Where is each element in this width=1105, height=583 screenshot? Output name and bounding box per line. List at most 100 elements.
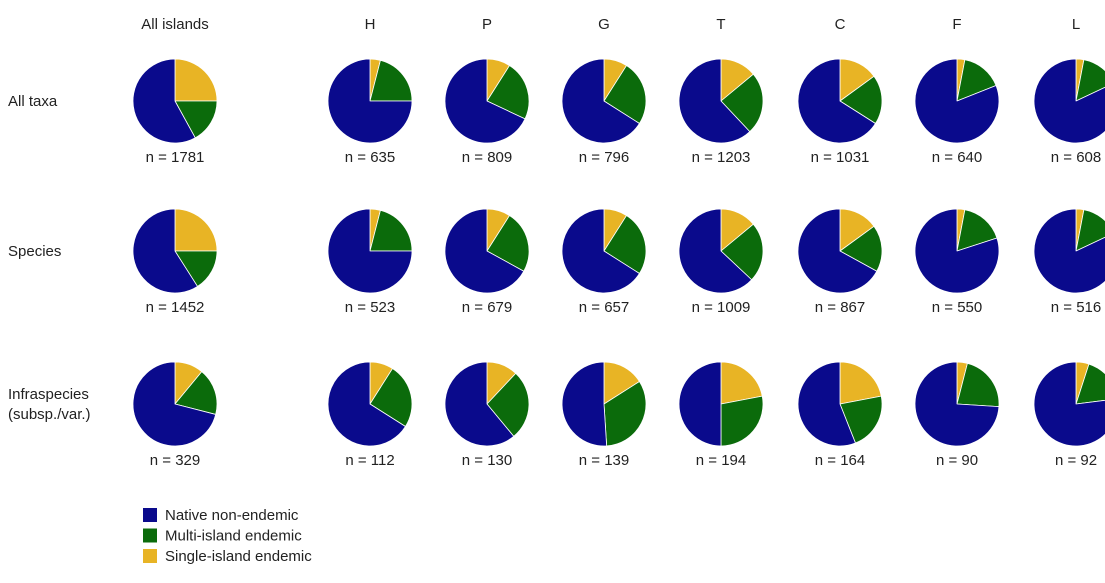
pie-slice-multi-island-endemic	[369, 59, 413, 102]
legend-swatch-native-non-endemic	[143, 508, 157, 522]
pie-slice-single-island-endemic	[720, 361, 763, 405]
column-header-6: C	[835, 16, 846, 33]
pie-slice-multi-island-endemic	[839, 75, 883, 124]
pie-slice-native-non-endemic	[1033, 58, 1105, 144]
column-header-2: H	[365, 16, 376, 33]
pie-slice-native-non-endemic	[132, 58, 196, 144]
pie-slice-native-non-endemic	[914, 361, 1000, 447]
pie-slice-native-non-endemic	[1033, 361, 1105, 447]
n-label-r3-c6: n = 164	[815, 452, 865, 469]
n-label-r3-c3: n = 130	[462, 452, 512, 469]
pie-r1-c8	[1033, 58, 1105, 144]
n-label-r2-c1: n = 1452	[146, 299, 205, 316]
column-header-7: F	[952, 16, 961, 33]
pie-grid	[132, 58, 1105, 447]
column-header-8: L	[1072, 16, 1080, 33]
pie-r2-c7	[914, 208, 1000, 294]
pie-slice-native-non-endemic	[132, 361, 217, 447]
pie-slice-native-non-endemic	[561, 208, 640, 294]
pie-r3-c7	[914, 361, 1000, 447]
n-label-r2-c6: n = 867	[815, 299, 865, 316]
pie-slice-multi-island-endemic	[174, 371, 218, 415]
pie-slice-native-non-endemic	[327, 208, 413, 294]
pie-r1-c6	[797, 58, 883, 144]
n-label-r2-c5: n = 1009	[692, 299, 751, 316]
pie-r1-c4	[561, 58, 647, 144]
pie-r3-c8	[1033, 361, 1105, 447]
pie-r2-c8	[1033, 208, 1105, 294]
column-header-3: P	[482, 16, 492, 33]
pie-slice-multi-island-endemic	[369, 209, 413, 252]
pie-slice-native-non-endemic	[132, 208, 198, 294]
column-header-1: All islands	[141, 16, 209, 33]
row-headers: All taxa Species Infraspecies (subsp./var.)	[8, 93, 91, 423]
row-header-3-line-2: (subsp./var.)	[8, 406, 91, 423]
pie-slice-multi-island-endemic	[956, 362, 1000, 408]
pie-slice-native-non-endemic	[914, 208, 1000, 294]
pie-slice-multi-island-endemic	[174, 100, 218, 139]
pie-slice-multi-island-endemic	[603, 65, 647, 124]
pie-slice-multi-island-endemic	[720, 223, 764, 281]
pie-slice-native-non-endemic	[797, 208, 878, 294]
legend-label-native-non-endemic: Native non-endemic	[165, 507, 299, 524]
pie-r1-c3	[444, 58, 530, 144]
n-label-r2-c2: n = 523	[345, 299, 395, 316]
n-label-r3-c4: n = 139	[579, 452, 629, 469]
pie-r2-c1	[132, 208, 218, 294]
pie-r2-c2	[327, 208, 413, 294]
n-label-r1-c1: n = 1781	[146, 149, 205, 166]
pie-slice-multi-island-endemic	[369, 368, 413, 427]
row-header-2-line-1: Species	[8, 243, 61, 260]
pie-r1-c2	[327, 58, 413, 144]
pie-slice-native-non-endemic	[797, 58, 876, 144]
pie-slice-native-non-endemic	[678, 361, 722, 447]
pie-slice-multi-island-endemic	[720, 395, 764, 447]
legend-label-single-island-endemic: Single-island endemic	[165, 548, 312, 565]
pie-slice-native-non-endemic	[561, 58, 640, 144]
row-header-3-line-1: Infraspecies	[8, 386, 89, 403]
n-label-r3-c8: n = 92	[1055, 452, 1097, 469]
pie-r1-c1	[132, 58, 218, 144]
column-header-5: T	[716, 16, 725, 33]
n-label-r3-c5: n = 194	[696, 452, 746, 469]
n-label-r1-c3: n = 809	[462, 149, 512, 166]
pie-slice-native-non-endemic	[1033, 208, 1105, 294]
pie-r2-c5	[678, 208, 764, 294]
n-label-r1-c8: n = 608	[1051, 149, 1101, 166]
pie-r3-c6	[797, 361, 883, 447]
column-header-4: G	[598, 16, 610, 33]
pie-r3-c2	[327, 361, 413, 447]
pie-slice-multi-island-endemic	[603, 215, 647, 274]
n-label-r3-c1: n = 329	[150, 452, 200, 469]
pie-slice-native-non-endemic	[678, 58, 751, 144]
pie-slice-single-island-endemic	[839, 361, 882, 405]
legend-swatch-multi-island-endemic	[143, 528, 157, 543]
n-label-r1-c4: n = 796	[579, 149, 629, 166]
pie-slice-multi-island-endemic	[603, 381, 647, 447]
n-label-r1-c6: n = 1031	[811, 149, 870, 166]
pie-slice-native-non-endemic	[914, 58, 1000, 144]
n-label-r3-c2: n = 112	[345, 452, 394, 469]
legend-swatch-single-island-endemic	[143, 549, 157, 563]
pie-slice-native-non-endemic	[444, 361, 515, 447]
pie-slice-multi-island-endemic	[956, 209, 998, 252]
n-label-r1-c2: n = 635	[345, 149, 395, 166]
n-label-r1-c7: n = 640	[932, 149, 982, 166]
legend-label-multi-island-endemic: Multi-island endemic	[165, 528, 302, 545]
pie-slice-native-non-endemic	[678, 208, 753, 294]
n-label-r2-c7: n = 550	[932, 299, 982, 316]
pie-slice-multi-island-endemic	[839, 395, 883, 444]
pie-slice-single-island-endemic	[174, 208, 218, 252]
pie-slice-single-island-endemic	[174, 58, 218, 102]
n-label-r1-c5: n = 1203	[692, 149, 751, 166]
n-label-r3-c7: n = 90	[936, 452, 978, 469]
pie-slice-multi-island-endemic	[486, 372, 530, 437]
pie-r3-c4	[561, 361, 647, 447]
pie-r1-c5	[678, 58, 764, 144]
pie-slice-native-non-endemic	[327, 361, 406, 447]
column-headers: All islands H P G T C F L	[141, 16, 1080, 33]
pie-r1-c7	[914, 58, 1000, 144]
n-label-r2-c4: n = 657	[579, 299, 629, 316]
pie-slice-multi-island-endemic	[839, 225, 883, 272]
